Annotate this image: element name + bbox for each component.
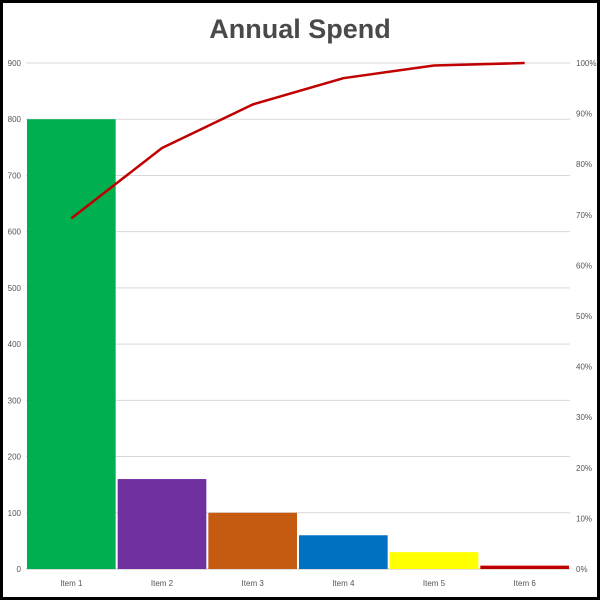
y-tick-label: 700 — [8, 171, 22, 180]
gridlines — [26, 62, 570, 570]
bar — [27, 119, 116, 569]
x-tick-label: Item 6 — [514, 579, 537, 588]
y-tick-label: 600 — [8, 228, 22, 237]
bar — [208, 512, 297, 569]
cumulative-percent-line — [70, 61, 525, 220]
chart-title: Annual Spend — [209, 14, 391, 44]
bar — [480, 565, 569, 569]
x-tick-label: Item 4 — [332, 579, 355, 588]
y2-tick-label: 20% — [576, 464, 592, 473]
bar — [299, 535, 388, 569]
y2-tick-label: 80% — [576, 160, 592, 169]
y2-tick-label: 70% — [576, 211, 592, 220]
y-tick-label: 0 — [17, 565, 22, 574]
y-tick-label: 400 — [8, 340, 22, 349]
x-tick-label: Item 5 — [423, 579, 446, 588]
y-tick-label: 800 — [8, 115, 22, 124]
x-tick-label: Item 1 — [60, 579, 83, 588]
y2-tick-label: 10% — [576, 514, 592, 523]
y2-tick-label: 60% — [576, 261, 592, 270]
y-tick-label: 200 — [8, 453, 22, 462]
x-axis-ticks: Item 1 Item 2 Item 3 Item 4 Item 5 Item 6 — [60, 579, 536, 588]
y2-tick-label: 90% — [576, 110, 592, 119]
y2-axis-ticks: 0% 10% 20% 30% 40% 50% 60% 70% 80% 90% 100% — [576, 59, 596, 574]
y-tick-label: 100 — [8, 509, 22, 518]
bar — [117, 479, 207, 569]
y2-tick-label: 100% — [576, 59, 596, 68]
bar — [389, 552, 479, 569]
cumulative-line — [70, 61, 525, 220]
y-tick-label: 300 — [8, 396, 22, 405]
bars — [27, 119, 569, 569]
y2-tick-label: 40% — [576, 363, 592, 372]
y2-tick-label: 50% — [576, 312, 592, 321]
y-tick-label: 900 — [8, 59, 22, 68]
x-tick-label: Item 2 — [151, 579, 174, 588]
y-tick-label: 500 — [8, 284, 22, 293]
y2-tick-label: 0% — [576, 565, 588, 574]
x-tick-label: Item 3 — [242, 579, 265, 588]
y-axis-ticks: 0 100 200 300 400 500 600 700 800 900 — [8, 59, 22, 574]
y2-tick-label: 30% — [576, 413, 592, 422]
